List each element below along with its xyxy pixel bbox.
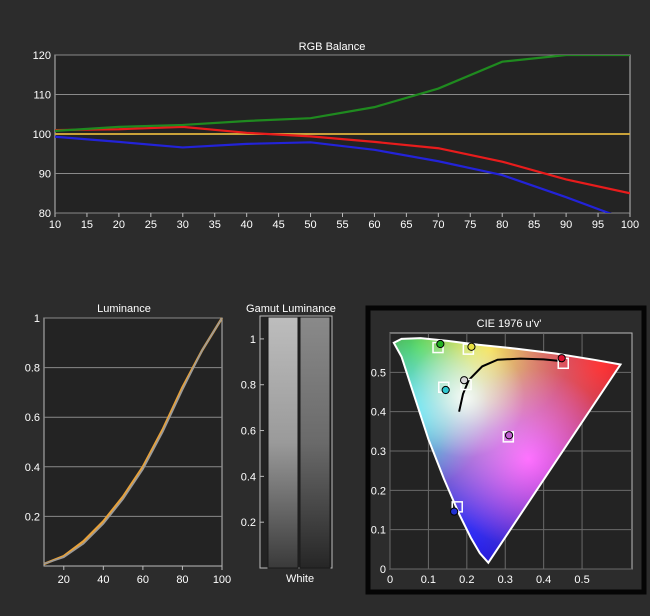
gamut-category-label: White bbox=[286, 573, 314, 585]
cie-target-square bbox=[460, 378, 472, 391]
rgb-balance-title: RGB Balance bbox=[299, 41, 366, 53]
cie-measured-point bbox=[460, 376, 469, 385]
cie-x-tick: 0.5 bbox=[574, 574, 589, 586]
gamut-target-bar bbox=[267, 316, 299, 569]
cie-y-tick: 0.3 bbox=[371, 446, 386, 458]
cie-x-tick: 0.1 bbox=[421, 574, 436, 586]
luminance-y-tick: 0.6 bbox=[25, 412, 40, 424]
luminance-measured-line bbox=[43, 317, 223, 565]
rgb-x-tick: 85 bbox=[528, 219, 540, 231]
gamut-y-tick: 1 bbox=[250, 334, 256, 346]
gamut-y-tick: 0.8 bbox=[241, 380, 256, 392]
cie-title: CIE 1976 u'v' bbox=[477, 318, 542, 330]
rgb-x-tick: 15 bbox=[81, 219, 93, 231]
luminance-title: Luminance bbox=[97, 303, 151, 315]
rgb-x-tick: 95 bbox=[592, 219, 604, 231]
luminance-y-tick: 1 bbox=[34, 313, 40, 325]
cie-target-square bbox=[557, 357, 569, 370]
cie-color-region bbox=[393, 338, 621, 563]
planckian-locus bbox=[458, 357, 563, 412]
cie-y-tick: 0.1 bbox=[371, 525, 386, 537]
rgb-x-tick: 60 bbox=[368, 219, 380, 231]
rgb-x-tick: 20 bbox=[113, 219, 125, 231]
rgb-x-tick: 25 bbox=[145, 219, 157, 231]
luminance-x-tick: 40 bbox=[97, 574, 109, 586]
cie-color-region bbox=[393, 338, 621, 563]
rgb-x-tick: 75 bbox=[464, 219, 476, 231]
rgb-x-tick: 50 bbox=[304, 219, 316, 231]
blue-series-line bbox=[55, 135, 612, 213]
cie-measured-point bbox=[504, 431, 514, 440]
cie-target-square bbox=[432, 341, 444, 354]
luminance-target-line bbox=[43, 317, 224, 566]
cie-measured-point bbox=[450, 507, 459, 516]
rgb-x-tick: 35 bbox=[209, 219, 221, 231]
gamut-y-tick: 0.6 bbox=[241, 426, 256, 438]
luminance-x-tick: 20 bbox=[58, 574, 70, 586]
cie-color-region bbox=[393, 338, 621, 563]
cie-base-fill bbox=[393, 338, 621, 563]
cie-y-tick: 0.5 bbox=[371, 367, 386, 379]
luminance-plot-area bbox=[43, 317, 223, 567]
luminance-y-tick: 0.2 bbox=[25, 511, 40, 523]
cie-target-square bbox=[451, 501, 463, 513]
rgb-y-tick: 80 bbox=[39, 208, 51, 220]
rgb-plot-area bbox=[54, 54, 631, 214]
red-series-line bbox=[55, 125, 630, 195]
cie-y-tick: 0 bbox=[380, 564, 386, 576]
cie-target-square bbox=[462, 343, 475, 355]
rgb-y-tick: 100 bbox=[33, 129, 51, 141]
rgb-x-tick: 65 bbox=[400, 219, 412, 231]
cie-y-tick: 0.2 bbox=[371, 485, 386, 497]
rgb-x-tick: 40 bbox=[241, 219, 253, 231]
gamut-measured-bar bbox=[299, 316, 331, 569]
green-series-line bbox=[55, 55, 630, 132]
cie-x-tick: 0.3 bbox=[498, 574, 513, 586]
rgb-x-tick: 45 bbox=[272, 219, 284, 231]
rgb-x-tick: 90 bbox=[560, 219, 572, 231]
rgb-x-tick: 55 bbox=[336, 219, 348, 231]
cie-target-square bbox=[438, 381, 450, 394]
luminance-x-tick: 80 bbox=[176, 574, 188, 586]
cie-panel-frame bbox=[365, 305, 647, 595]
cie-color-region bbox=[393, 338, 621, 563]
rgb-x-tick: 100 bbox=[621, 219, 639, 231]
cie-color-region bbox=[393, 338, 621, 563]
cie-x-tick: 0.4 bbox=[536, 574, 551, 586]
cie-x-tick: 0 bbox=[387, 574, 393, 586]
cie-plot-area bbox=[389, 332, 633, 570]
cie-color-region bbox=[393, 338, 621, 563]
gamut-y-tick: 0.4 bbox=[241, 471, 256, 483]
cie-measured-point bbox=[441, 385, 450, 395]
rgb-y-tick: 90 bbox=[39, 169, 51, 181]
cie-y-tick: 0.4 bbox=[371, 407, 386, 419]
cie-x-tick: 0.2 bbox=[459, 574, 474, 586]
rgb-x-tick: 10 bbox=[49, 219, 61, 231]
rgb-y-tick: 120 bbox=[33, 50, 51, 62]
cie-measured-point bbox=[557, 354, 566, 363]
cie-measured-point bbox=[436, 339, 445, 349]
spectral-locus bbox=[392, 337, 623, 565]
luminance-y-tick: 0.4 bbox=[25, 462, 40, 474]
rgb-x-tick: 70 bbox=[432, 219, 444, 231]
cie-target-square bbox=[502, 431, 515, 443]
luminance-x-tick: 100 bbox=[213, 574, 231, 586]
luminance-x-tick: 60 bbox=[137, 574, 149, 586]
gamut-plot-area bbox=[259, 315, 333, 569]
cie-measured-point bbox=[467, 342, 476, 351]
luminance-y-tick: 0.8 bbox=[25, 363, 40, 375]
cie-white-region bbox=[393, 338, 621, 563]
gamut-luminance-title: Gamut Luminance bbox=[246, 303, 336, 315]
rgb-x-tick: 30 bbox=[177, 219, 189, 231]
rgb-y-tick: 110 bbox=[33, 90, 51, 102]
gamut-y-tick: 0.2 bbox=[241, 517, 256, 529]
rgb-x-tick: 80 bbox=[496, 219, 508, 231]
